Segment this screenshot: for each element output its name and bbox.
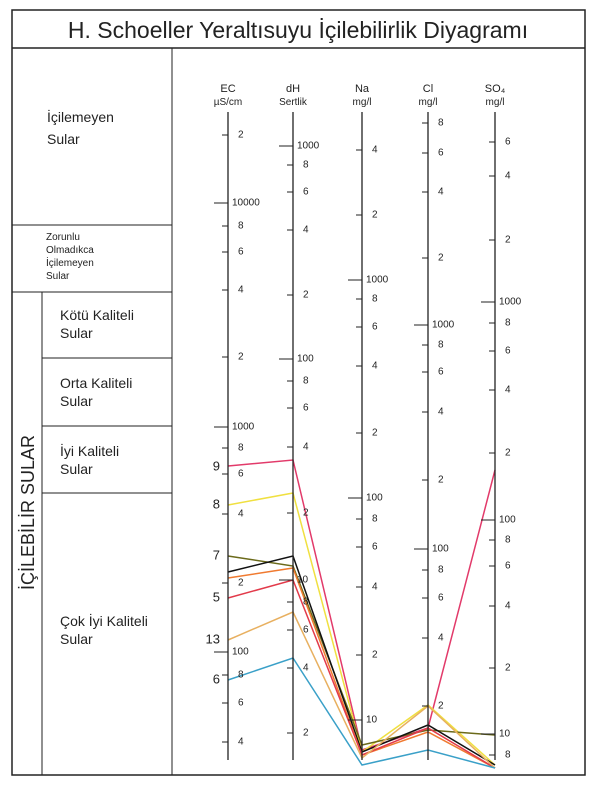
tick-label: 2 xyxy=(505,448,511,459)
tick-label: 8 xyxy=(238,221,244,232)
axis-unit: mg/l xyxy=(419,97,438,108)
tick-label: 4 xyxy=(303,225,309,236)
tick-label: 2 xyxy=(303,290,309,301)
tick-label: 100 xyxy=(366,493,383,504)
title: H. Schoeller Yeraltısuyu İçilebilirlik D… xyxy=(68,17,528,43)
tick-label: 4 xyxy=(438,407,444,418)
tick-label: 6 xyxy=(372,542,378,553)
frame xyxy=(11,9,586,776)
tick-label: 8 xyxy=(438,565,444,576)
tick-label: 2 xyxy=(438,253,444,264)
tick-label: 100 xyxy=(499,515,516,526)
tick-label: 8 xyxy=(438,340,444,351)
tick-label: 6 xyxy=(303,187,309,198)
tick-label: 4 xyxy=(303,663,309,674)
tick-label: 2 xyxy=(238,352,244,363)
tick-label: 6 xyxy=(303,403,309,414)
tick-label: 4 xyxy=(238,509,244,520)
tick-label: 4 xyxy=(505,601,511,612)
zone-label: Kötü Kaliteli Sular xyxy=(60,307,134,341)
tick-label: 4 xyxy=(505,385,511,396)
tick-label: 8 xyxy=(372,514,378,525)
tick-label: 8 xyxy=(372,294,378,305)
tick-label: 2 xyxy=(505,235,511,246)
axis-unit: mg/l xyxy=(486,97,505,108)
tick-label: 8 xyxy=(505,535,511,546)
tick-label: 8 xyxy=(303,376,309,387)
zone-label: Çok İyi Kaliteli Sular xyxy=(60,612,148,647)
tick-label: 10 xyxy=(297,575,309,586)
tick-label: 8 xyxy=(303,160,309,171)
tick-label: 6 xyxy=(438,148,444,159)
tick-label: 2 xyxy=(372,210,378,221)
tick-label: 100 xyxy=(432,544,449,555)
tick-label: 4 xyxy=(303,442,309,453)
tick-label: 4 xyxy=(238,737,244,748)
zone-label: İyi Kaliteli Sular xyxy=(60,442,119,477)
sample-label: 8 xyxy=(213,496,220,511)
tick-label: 6 xyxy=(372,322,378,333)
tick-label: 4 xyxy=(438,187,444,198)
tick-label: 2 xyxy=(438,475,444,486)
tick-label: 4 xyxy=(372,361,378,372)
sample-label: 6 xyxy=(213,671,220,686)
tick-label: 2 xyxy=(303,508,309,519)
tick-label: 100 xyxy=(232,647,249,658)
axis-unit: mg/l xyxy=(353,97,372,108)
tick-label: 4 xyxy=(505,171,511,182)
zone-lines xyxy=(12,48,173,775)
zone-label: Zorunlu Olmadıkca İçilemeyen Sular xyxy=(46,232,94,282)
tick-label: 6 xyxy=(505,561,511,572)
tick-label: 6 xyxy=(438,367,444,378)
axis-unit: µS/cm xyxy=(214,97,243,108)
tick-label: 6 xyxy=(238,247,244,258)
axis-name: EC xyxy=(220,83,235,95)
tick-label: 6 xyxy=(505,346,511,357)
tick-label: 8 xyxy=(238,443,244,454)
sample-label: 7 xyxy=(213,547,220,562)
axis-unit: Sertlik xyxy=(279,97,308,108)
tick-label: 6 xyxy=(438,593,444,604)
tick-label: 2 xyxy=(372,428,378,439)
tick-label: 6 xyxy=(238,469,244,480)
tick-label: 2 xyxy=(238,578,244,589)
axis-name: Na xyxy=(355,83,370,95)
zone-label: Orta Kaliteli Sular xyxy=(60,375,132,409)
tick-label: 4 xyxy=(372,145,378,156)
tick-label: 2 xyxy=(303,728,309,739)
sample-label: 5 xyxy=(213,589,220,604)
tick-label: 4 xyxy=(238,285,244,296)
tick-label: 100 xyxy=(297,354,314,365)
tick-label: 4 xyxy=(438,633,444,644)
axis-name: Cl xyxy=(423,83,433,95)
tick-label: 10 xyxy=(499,729,511,740)
tick-label: 1000 xyxy=(499,297,522,308)
tick-label: 8 xyxy=(505,750,511,761)
tick-label: 8 xyxy=(238,670,244,681)
sample-label: 13 xyxy=(206,631,220,646)
tick-label: 6 xyxy=(238,698,244,709)
tick-label: 1000 xyxy=(297,141,320,152)
tick-label: 1000 xyxy=(432,320,455,331)
tick-label: 2 xyxy=(505,663,511,674)
tick-label: 8 xyxy=(438,118,444,129)
tick-label: 10 xyxy=(366,715,378,726)
tick-label: 10000 xyxy=(232,198,260,209)
tick-label: 1000 xyxy=(232,422,255,433)
tick-label: 2 xyxy=(438,701,444,712)
zone-label: İÇİLEBİLİR SULAR xyxy=(18,435,38,590)
tick-label: 2 xyxy=(238,130,244,141)
tick-label: 6 xyxy=(303,625,309,636)
tick-label: 6 xyxy=(505,137,511,148)
axis-name: SO₄ xyxy=(485,83,506,95)
zone-label: İçilemeyen Sular xyxy=(47,108,114,147)
tick-label: 4 xyxy=(372,582,378,593)
tick-label: 8 xyxy=(303,597,309,608)
axis-name: dH xyxy=(286,83,300,95)
tick-label: 8 xyxy=(505,318,511,329)
tick-label: 2 xyxy=(372,650,378,661)
tick-label: 1000 xyxy=(366,275,389,286)
sample-label: 9 xyxy=(213,458,220,473)
